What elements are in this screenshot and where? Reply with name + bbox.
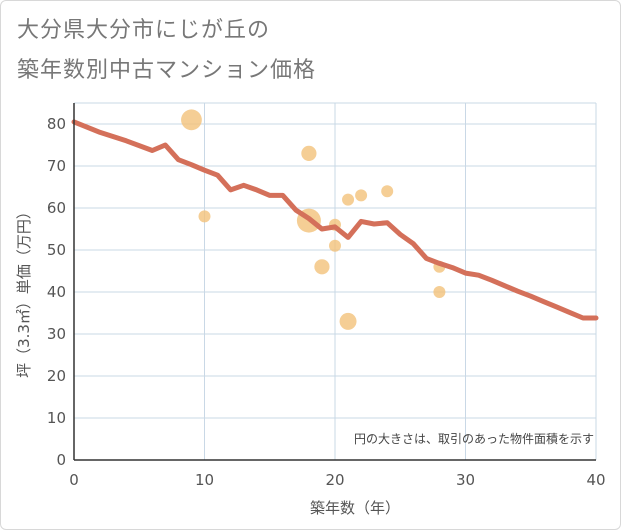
- bubble-size-note: 円の大きさは、取引のあった物件面積を示す: [354, 431, 594, 446]
- chart-title-line1: 大分県大分市にじが丘の: [17, 18, 271, 43]
- y-tick-label: 0: [56, 451, 66, 469]
- bubble-point: [355, 189, 368, 202]
- x-tick-label: 20: [325, 471, 344, 489]
- grid-lines: [74, 102, 597, 460]
- chart-title-line2: 築年数別中古マンション価格: [17, 58, 317, 83]
- bubble-point: [301, 145, 317, 161]
- x-axis-label: 築年数（年）: [310, 499, 400, 517]
- x-tick-label: 40: [586, 471, 605, 489]
- bubble-point: [329, 239, 341, 252]
- y-tick-label: 60: [47, 199, 66, 217]
- bubble-point: [181, 109, 202, 131]
- y-tick-label: 10: [47, 409, 66, 427]
- bubble-point: [342, 193, 355, 206]
- bubble-point: [198, 210, 211, 223]
- trend-line: [71, 119, 599, 321]
- y-axis-label: 坪（3.3㎡）単価（万円）: [15, 204, 33, 378]
- bubble-point: [339, 312, 357, 330]
- y-tick-label: 20: [47, 367, 66, 385]
- axes: [73, 103, 596, 461]
- y-tick-label: 50: [47, 241, 66, 259]
- tick-labels: 0 10 20 30 40 50 60 70 80 0 10 20 30 40: [47, 115, 606, 489]
- y-tick-label: 40: [47, 283, 66, 301]
- x-tick-label: 10: [195, 471, 214, 489]
- bubble-point: [314, 259, 330, 275]
- x-tick-label: 0: [69, 471, 79, 489]
- y-tick-label: 30: [47, 325, 66, 343]
- x-tick-label: 30: [456, 471, 475, 489]
- trend-line-group: [71, 119, 599, 321]
- bubble-point: [433, 286, 446, 298]
- bubble-point: [381, 185, 394, 198]
- y-tick-label: 80: [47, 115, 66, 133]
- y-tick-label: 70: [47, 157, 66, 175]
